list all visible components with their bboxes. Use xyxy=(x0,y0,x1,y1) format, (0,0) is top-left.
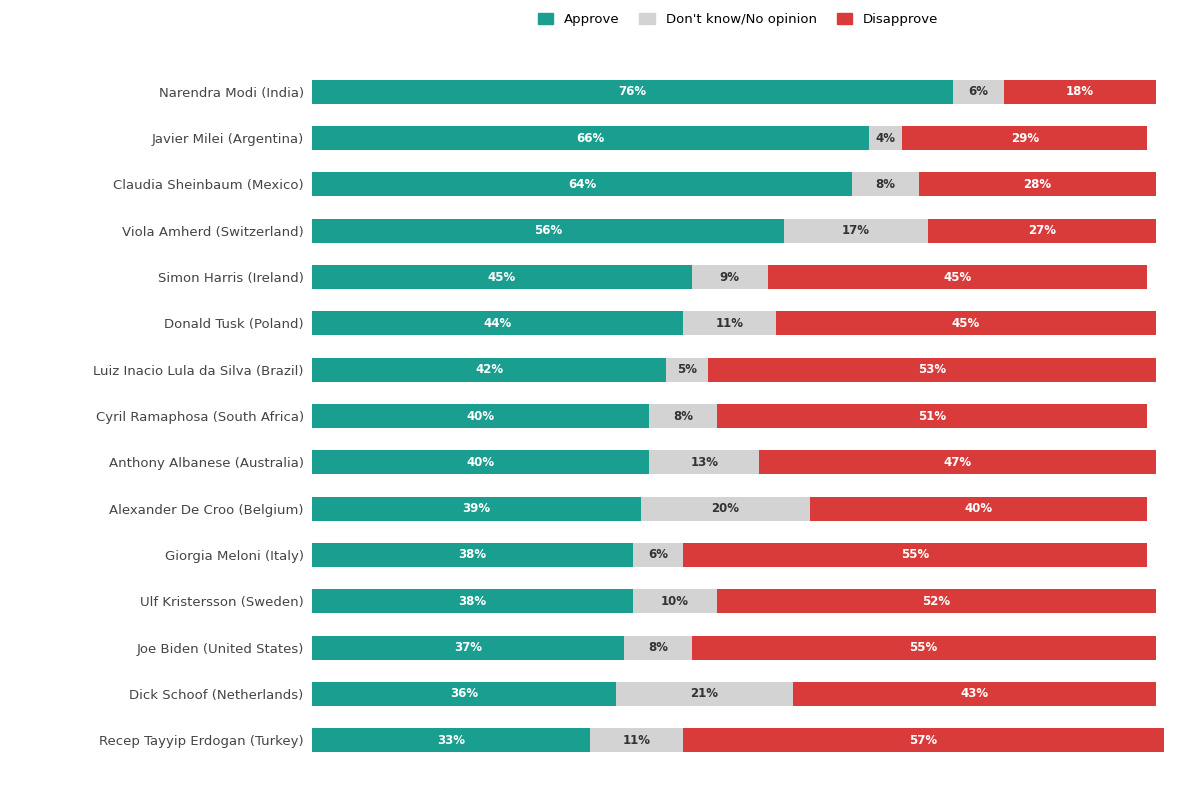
Text: 11%: 11% xyxy=(623,734,650,746)
Bar xyxy=(590,728,683,752)
Bar xyxy=(632,590,716,614)
Bar xyxy=(666,358,708,382)
Bar xyxy=(312,635,624,660)
Text: 8%: 8% xyxy=(876,178,895,191)
Bar xyxy=(683,543,1147,567)
Bar xyxy=(683,728,1164,752)
Text: 51%: 51% xyxy=(918,410,946,422)
Text: 4%: 4% xyxy=(876,132,895,145)
Legend: Approve, Don't know/No opinion, Disapprove: Approve, Don't know/No opinion, Disappro… xyxy=(533,7,943,31)
Text: 39%: 39% xyxy=(462,502,491,515)
Text: 43%: 43% xyxy=(960,687,989,700)
Bar xyxy=(919,172,1156,197)
Bar xyxy=(312,728,590,752)
Text: 6%: 6% xyxy=(968,86,989,98)
Text: 53%: 53% xyxy=(918,363,946,376)
Bar xyxy=(928,218,1156,242)
Text: 27%: 27% xyxy=(1027,224,1056,238)
Text: 11%: 11% xyxy=(715,317,744,330)
Text: 8%: 8% xyxy=(673,410,694,422)
Bar xyxy=(312,80,953,104)
Bar xyxy=(902,126,1147,150)
Text: 28%: 28% xyxy=(1024,178,1051,191)
Bar xyxy=(312,682,616,706)
Bar xyxy=(649,450,760,474)
Text: 56%: 56% xyxy=(534,224,563,238)
Text: 18%: 18% xyxy=(1066,86,1093,98)
Bar xyxy=(312,358,666,382)
Text: 8%: 8% xyxy=(648,641,668,654)
Bar xyxy=(776,311,1156,335)
Bar xyxy=(641,497,810,521)
Bar xyxy=(810,497,1147,521)
Text: 52%: 52% xyxy=(922,594,950,608)
Text: 21%: 21% xyxy=(690,687,719,700)
Text: 17%: 17% xyxy=(842,224,870,238)
Bar xyxy=(312,265,691,289)
Text: 37%: 37% xyxy=(454,641,482,654)
Text: 6%: 6% xyxy=(648,549,668,562)
Bar xyxy=(716,404,1147,428)
Text: 38%: 38% xyxy=(458,549,486,562)
Text: 44%: 44% xyxy=(484,317,511,330)
Text: 55%: 55% xyxy=(901,549,929,562)
Text: 40%: 40% xyxy=(467,456,494,469)
Text: 47%: 47% xyxy=(943,456,971,469)
Text: 36%: 36% xyxy=(450,687,478,700)
Text: 45%: 45% xyxy=(487,270,516,283)
Bar xyxy=(649,404,716,428)
Text: 33%: 33% xyxy=(437,734,466,746)
Bar xyxy=(768,265,1147,289)
Bar xyxy=(869,126,902,150)
Bar xyxy=(760,450,1156,474)
Text: 9%: 9% xyxy=(720,270,739,283)
Text: 10%: 10% xyxy=(661,594,689,608)
Text: 38%: 38% xyxy=(458,594,486,608)
Text: 13%: 13% xyxy=(690,456,719,469)
Text: 55%: 55% xyxy=(910,641,937,654)
Bar xyxy=(852,172,919,197)
Bar xyxy=(632,543,683,567)
Bar xyxy=(312,311,683,335)
Bar xyxy=(953,80,1003,104)
Text: 40%: 40% xyxy=(965,502,992,515)
Text: 45%: 45% xyxy=(952,317,980,330)
Bar xyxy=(312,590,632,614)
Text: 57%: 57% xyxy=(910,734,937,746)
Bar xyxy=(716,590,1156,614)
Bar xyxy=(312,543,632,567)
Bar xyxy=(708,358,1156,382)
Bar xyxy=(683,311,776,335)
Text: 64%: 64% xyxy=(568,178,596,191)
Bar xyxy=(312,450,649,474)
Bar xyxy=(312,172,852,197)
Text: 40%: 40% xyxy=(467,410,494,422)
Text: 29%: 29% xyxy=(1010,132,1039,145)
Bar xyxy=(1003,80,1156,104)
Text: 45%: 45% xyxy=(943,270,972,283)
Bar xyxy=(312,218,785,242)
Bar xyxy=(312,404,649,428)
Text: 76%: 76% xyxy=(618,86,647,98)
Bar xyxy=(691,635,1156,660)
Bar xyxy=(624,635,691,660)
Bar xyxy=(616,682,793,706)
Bar xyxy=(312,126,869,150)
Bar xyxy=(785,218,928,242)
Bar xyxy=(312,497,641,521)
Bar xyxy=(691,265,768,289)
Text: 42%: 42% xyxy=(475,363,503,376)
Text: 5%: 5% xyxy=(677,363,697,376)
Text: 20%: 20% xyxy=(712,502,739,515)
Bar xyxy=(793,682,1156,706)
Text: 66%: 66% xyxy=(576,132,605,145)
